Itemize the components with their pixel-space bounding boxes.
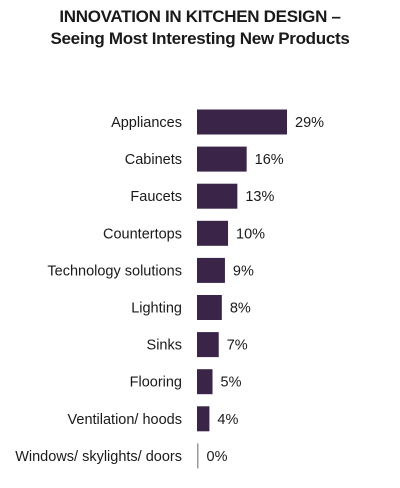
value-label: 10% bbox=[236, 226, 265, 242]
bars-group: Appliances 29% Cabinets 16% Faucets 13% Counte… bbox=[15, 109, 324, 469]
value-label: 8% bbox=[230, 301, 251, 317]
value-label: 7% bbox=[227, 338, 248, 354]
bar-sinks bbox=[197, 332, 219, 358]
category-label: Faucets bbox=[130, 189, 182, 205]
category-label: Countertops bbox=[103, 226, 182, 242]
bar-countertops bbox=[197, 220, 229, 246]
bar-appliances bbox=[197, 109, 287, 135]
bar-faucets bbox=[197, 183, 238, 209]
bar-cabinets bbox=[197, 146, 247, 172]
value-label: 0% bbox=[207, 449, 228, 465]
chart-subtitle: Seeing Most Interesting New Products bbox=[50, 29, 350, 48]
category-label: Appliances bbox=[111, 115, 182, 131]
chart-title-block: INNOVATION IN KITCHEN DESIGN – Seeing Mo… bbox=[0, 6, 400, 50]
category-label: Technology solutions bbox=[47, 263, 182, 279]
value-label: 5% bbox=[221, 375, 242, 391]
value-label: 16% bbox=[255, 152, 284, 168]
category-label: Flooring bbox=[130, 375, 182, 391]
chart-title: INNOVATION IN KITCHEN DESIGN – bbox=[59, 7, 341, 26]
bar-ventilation-hoods bbox=[197, 406, 210, 432]
value-label: 29% bbox=[295, 115, 324, 131]
bar-flooring bbox=[197, 369, 213, 395]
category-label: Cabinets bbox=[125, 152, 182, 168]
category-label: Windows/ skylights/ doors bbox=[15, 449, 182, 465]
value-label: 13% bbox=[245, 189, 274, 205]
bar-lighting bbox=[197, 295, 222, 320]
bar-windows-skylights-doors bbox=[197, 443, 199, 469]
category-label: Sinks bbox=[147, 338, 182, 354]
value-label: 4% bbox=[217, 412, 238, 428]
category-label: Lighting bbox=[131, 301, 182, 317]
category-label: Ventilation/ hoods bbox=[68, 412, 182, 428]
value-label: 9% bbox=[233, 263, 254, 279]
bar-technology-solutions bbox=[197, 257, 225, 283]
